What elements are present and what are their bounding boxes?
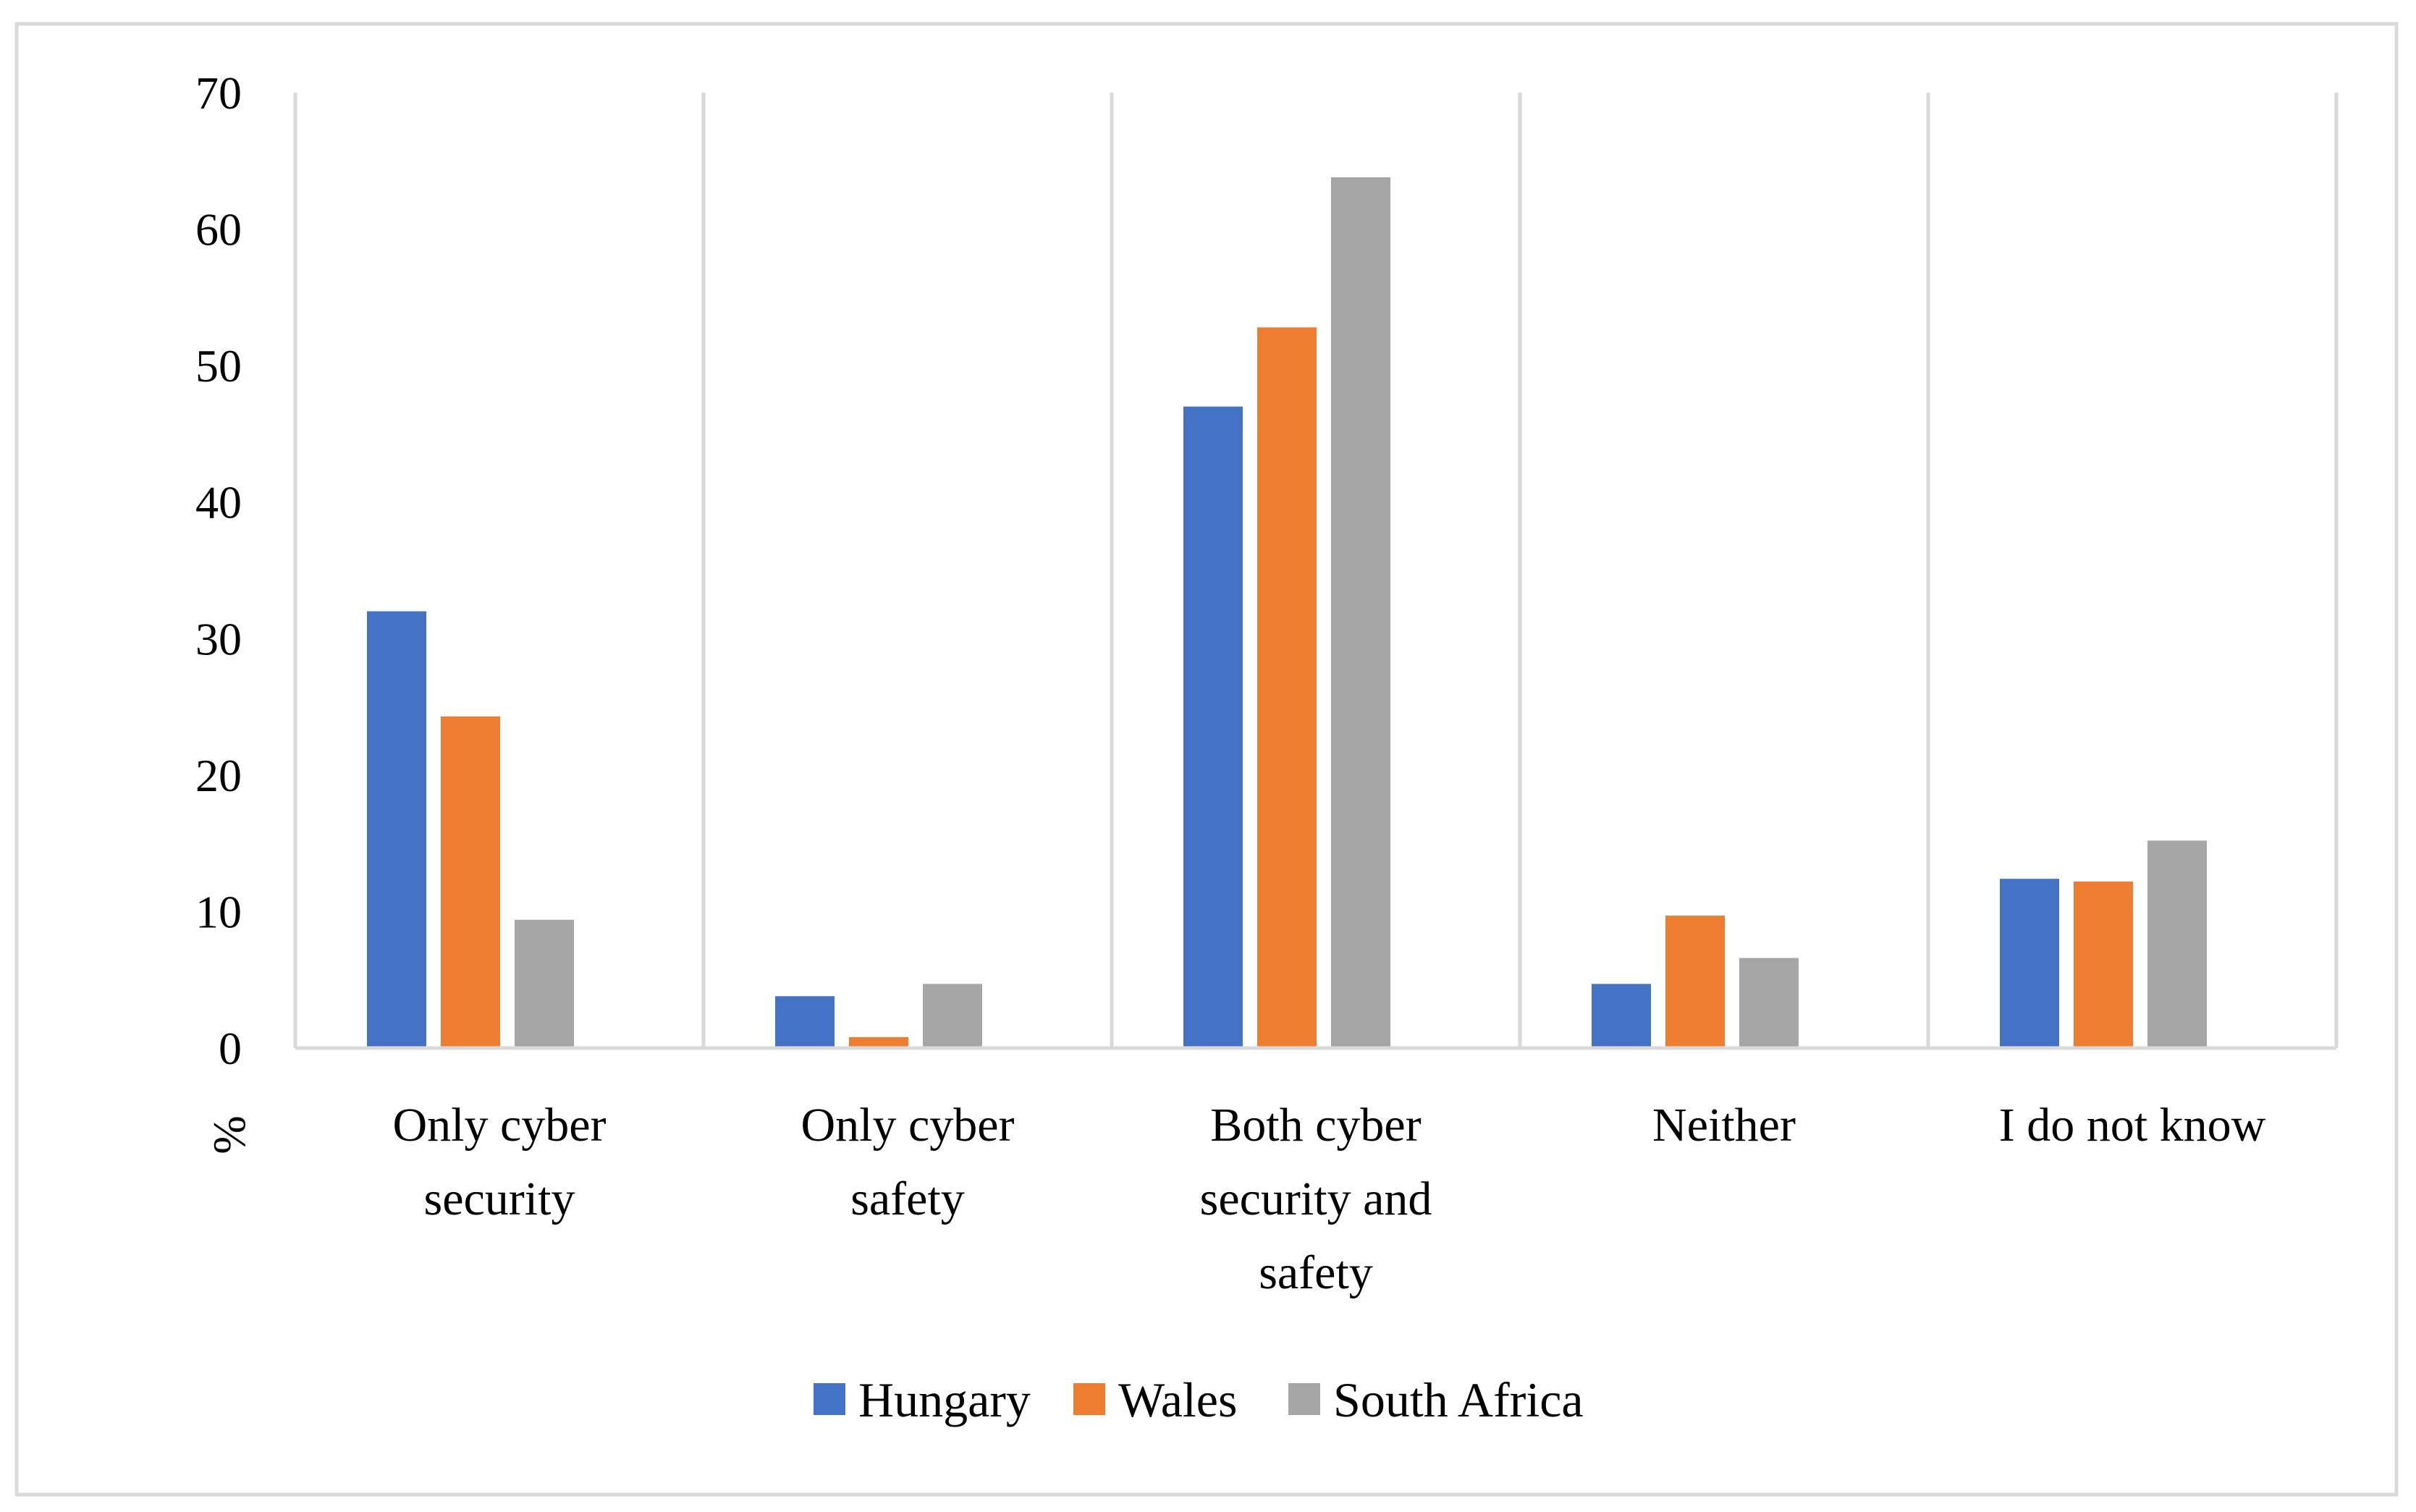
legend-label: Hungary <box>858 1372 1031 1427</box>
bar-wales-2 <box>1257 327 1317 1048</box>
bar-south-africa-2 <box>1331 177 1390 1048</box>
legend-swatch <box>1288 1383 1320 1415</box>
legend-swatch <box>814 1383 845 1415</box>
y-tick-label: 60 <box>195 204 242 255</box>
category-label: Neither <box>1652 1099 1796 1152</box>
bar-wales-0 <box>441 716 500 1048</box>
category-label: safety <box>850 1173 965 1225</box>
category-label: Only cyber <box>392 1099 606 1152</box>
y-tick-label: 0 <box>219 1023 242 1074</box>
legend-swatch <box>1073 1383 1105 1415</box>
category-label: I do not know <box>1999 1099 2266 1152</box>
legend-label: South Africa <box>1333 1372 1584 1427</box>
bar-hungary-0 <box>367 611 426 1048</box>
bar-hungary-2 <box>1183 406 1243 1048</box>
y-tick-label: 20 <box>195 750 242 801</box>
bar-wales-4 <box>2074 881 2133 1048</box>
y-axis-label: % <box>203 1115 255 1154</box>
bar-south-africa-4 <box>2147 840 2207 1048</box>
bars <box>367 177 2207 1048</box>
y-tick-label: 10 <box>195 886 242 937</box>
y-tick-label: 70 <box>195 67 242 119</box>
category-label: security and <box>1200 1173 1432 1225</box>
grid <box>293 93 2339 1048</box>
y-tick-label: 40 <box>195 477 242 528</box>
bar-wales-1 <box>849 1036 908 1048</box>
legend-label: Wales <box>1118 1372 1237 1427</box>
category-labels: Only cyber security Only cyber safety Both c… <box>392 1099 2265 1299</box>
bar-hungary-4 <box>2000 879 2059 1048</box>
category-label: Both cyber <box>1210 1099 1421 1152</box>
bar-south-africa-1 <box>923 984 982 1048</box>
legend: Hungary Wales South Africa <box>814 1372 1584 1427</box>
category-label: Only cyber <box>801 1099 1014 1152</box>
bar-south-africa-3 <box>1739 958 1799 1048</box>
y-tick-labels: 0 10 20 30 40 50 60 70 <box>195 67 242 1074</box>
bar-hungary-1 <box>775 996 835 1048</box>
y-tick-label: 50 <box>195 340 242 392</box>
bar-hungary-3 <box>1592 984 1651 1048</box>
category-label: safety <box>1259 1246 1373 1299</box>
bar-south-africa-0 <box>515 919 574 1048</box>
category-label: security <box>424 1173 575 1225</box>
y-tick-label: 30 <box>195 613 242 664</box>
bar-wales-3 <box>1665 916 1725 1048</box>
